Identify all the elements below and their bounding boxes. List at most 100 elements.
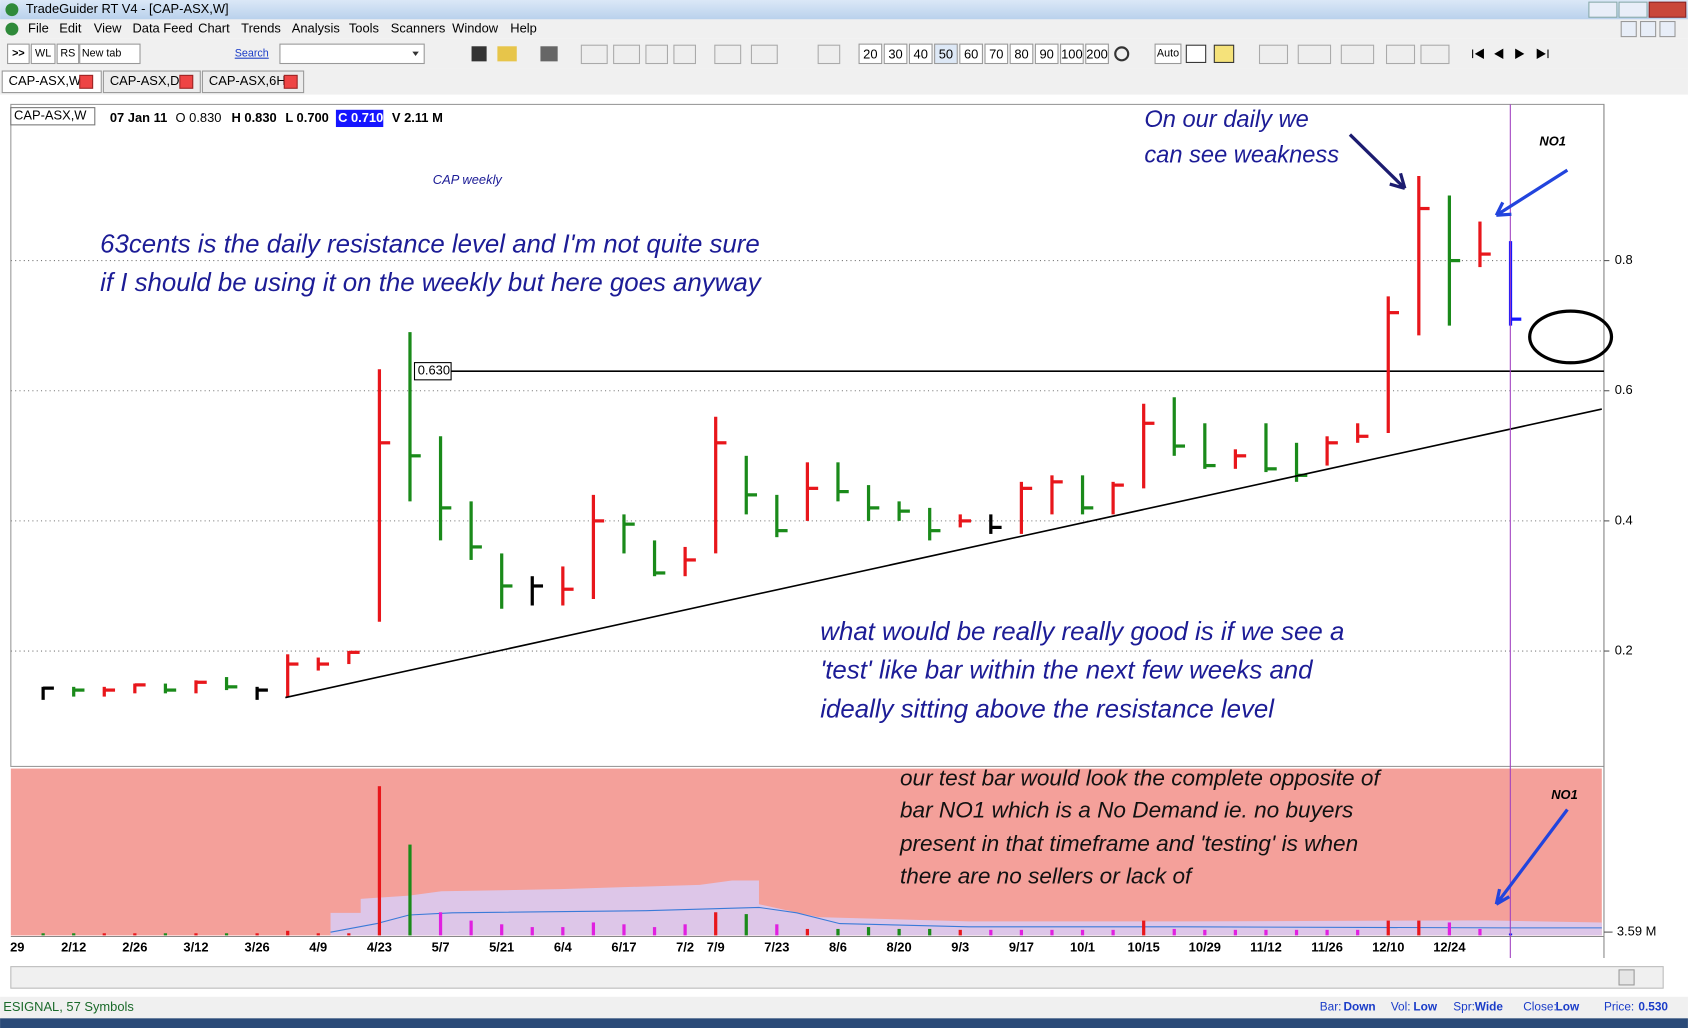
volume-bar bbox=[286, 930, 290, 936]
volume-bar bbox=[408, 844, 412, 936]
menu-item[interactable]: Help bbox=[510, 20, 537, 35]
menu-item[interactable]: Analysis bbox=[292, 20, 340, 35]
toolbar-button-label: WL bbox=[35, 48, 51, 60]
arrow bbox=[1494, 808, 1569, 906]
x-tick-label: 7/23 bbox=[764, 940, 789, 955]
tool-icon[interactable] bbox=[1340, 44, 1375, 65]
toolbar-button[interactable] bbox=[56, 43, 80, 65]
volume-bar bbox=[1019, 929, 1024, 936]
scroll-thumb[interactable] bbox=[1618, 969, 1635, 986]
menu-item[interactable]: Scanners bbox=[391, 20, 446, 35]
volume-bar bbox=[1233, 929, 1238, 936]
toolbar-button[interactable] bbox=[7, 43, 30, 65]
annotation: On our daily we bbox=[1144, 107, 1308, 133]
mdi-minimize[interactable] bbox=[1620, 20, 1637, 38]
menu-item[interactable]: Chart bbox=[198, 20, 230, 35]
volume-annotation: NO1 bbox=[1551, 787, 1578, 802]
volume-bar bbox=[836, 928, 840, 936]
tool-icon[interactable] bbox=[673, 44, 696, 65]
toolbar-button-label: New tab bbox=[82, 48, 121, 60]
tab[interactable] bbox=[1, 70, 102, 94]
status-label: Spr: bbox=[1453, 1000, 1475, 1014]
mdi-close[interactable] bbox=[1659, 20, 1676, 38]
tab[interactable] bbox=[201, 70, 305, 94]
period-button[interactable] bbox=[959, 43, 983, 65]
period-button[interactable] bbox=[1060, 43, 1084, 65]
feed-status: ESIGNAL, 57 Symbols bbox=[3, 999, 134, 1014]
annotation: what would be really really good is if w… bbox=[820, 618, 1344, 646]
annotation: NO1 bbox=[1539, 133, 1566, 148]
tab-label: CAP-ASX,D bbox=[110, 73, 180, 88]
save-icon[interactable] bbox=[471, 46, 487, 62]
volume-tick-label: 3.59 M bbox=[1617, 924, 1656, 939]
menu-item[interactable]: Window bbox=[452, 20, 499, 35]
table-icon[interactable] bbox=[1213, 44, 1235, 63]
period-button[interactable] bbox=[1034, 43, 1059, 65]
tool-icon[interactable] bbox=[1258, 44, 1289, 65]
tool-icon[interactable] bbox=[1385, 44, 1416, 65]
tab[interactable] bbox=[102, 70, 201, 94]
volume-bar bbox=[163, 933, 168, 936]
period-button[interactable] bbox=[934, 43, 958, 65]
volume-bar bbox=[72, 933, 76, 936]
symbol-box[interactable] bbox=[10, 107, 96, 126]
scrollbar[interactable] bbox=[10, 966, 1664, 989]
close-button[interactable] bbox=[1648, 1, 1687, 18]
volume-bar bbox=[438, 912, 443, 936]
x-tick-label: 5/21 bbox=[489, 940, 514, 955]
volume-bar bbox=[1050, 929, 1054, 936]
annotation: 'test' like bar within the next few week… bbox=[820, 657, 1314, 685]
tool-icon[interactable] bbox=[1420, 44, 1450, 65]
y-tick-label: 0.6 bbox=[1615, 382, 1633, 397]
minimize-button[interactable] bbox=[1588, 1, 1618, 18]
tab-close[interactable] bbox=[79, 74, 94, 89]
tool-icon[interactable] bbox=[613, 44, 641, 65]
search-box[interactable] bbox=[279, 43, 425, 65]
dropdown-arrow bbox=[412, 51, 419, 56]
period-button[interactable] bbox=[908, 43, 933, 65]
auto-button[interactable] bbox=[1154, 43, 1182, 65]
volume-bar bbox=[622, 924, 626, 936]
tab-close[interactable] bbox=[179, 74, 194, 89]
tool-icon[interactable] bbox=[714, 44, 742, 65]
tool-icon[interactable] bbox=[817, 44, 841, 65]
menu-item[interactable]: Edit bbox=[59, 20, 82, 35]
status-value: 0.530 bbox=[1638, 1000, 1668, 1014]
volume-bar bbox=[377, 786, 382, 936]
grid-icon[interactable] bbox=[1185, 44, 1207, 63]
volume-bar bbox=[928, 928, 932, 936]
print-icon[interactable] bbox=[540, 46, 558, 62]
mdi-restore[interactable] bbox=[1640, 20, 1657, 38]
toolbar-button[interactable] bbox=[79, 43, 141, 65]
tab-close[interactable] bbox=[283, 74, 298, 89]
volume-bar bbox=[1264, 929, 1268, 936]
tool-icon[interactable] bbox=[645, 44, 669, 65]
toolbar-button[interactable] bbox=[30, 43, 56, 65]
nav-buttons[interactable] bbox=[1472, 48, 1549, 60]
menu-item[interactable]: View bbox=[94, 20, 122, 35]
period-button[interactable] bbox=[883, 43, 908, 65]
volume-bar bbox=[591, 922, 596, 936]
low-value: L 0.700 bbox=[285, 110, 329, 125]
volume-bar bbox=[1417, 920, 1421, 936]
tool-icon[interactable] bbox=[750, 44, 778, 65]
period-button[interactable] bbox=[984, 43, 1009, 65]
maximize-button[interactable] bbox=[1618, 1, 1648, 18]
search-link[interactable]: Search bbox=[235, 48, 269, 60]
menu-item[interactable]: File bbox=[28, 20, 49, 35]
period-button[interactable] bbox=[1009, 43, 1034, 65]
menu-item[interactable]: Data Feed bbox=[132, 20, 192, 35]
symbol: CAP-ASX,W bbox=[14, 108, 87, 123]
menu-item[interactable]: Trends bbox=[241, 20, 281, 35]
period-button[interactable] bbox=[858, 43, 883, 65]
period-label: 200 bbox=[1086, 46, 1108, 61]
tool-icon[interactable] bbox=[580, 44, 608, 65]
x-tick-label: 8/6 bbox=[829, 940, 847, 955]
volume-bar bbox=[1080, 929, 1085, 936]
period-button[interactable] bbox=[1085, 43, 1109, 65]
zoom-icon[interactable] bbox=[1114, 46, 1130, 62]
x-tick-label: 4/23 bbox=[367, 940, 392, 955]
tool-icon[interactable] bbox=[1297, 44, 1332, 65]
menu-item[interactable]: Tools bbox=[349, 20, 379, 35]
open-icon[interactable] bbox=[497, 46, 517, 62]
